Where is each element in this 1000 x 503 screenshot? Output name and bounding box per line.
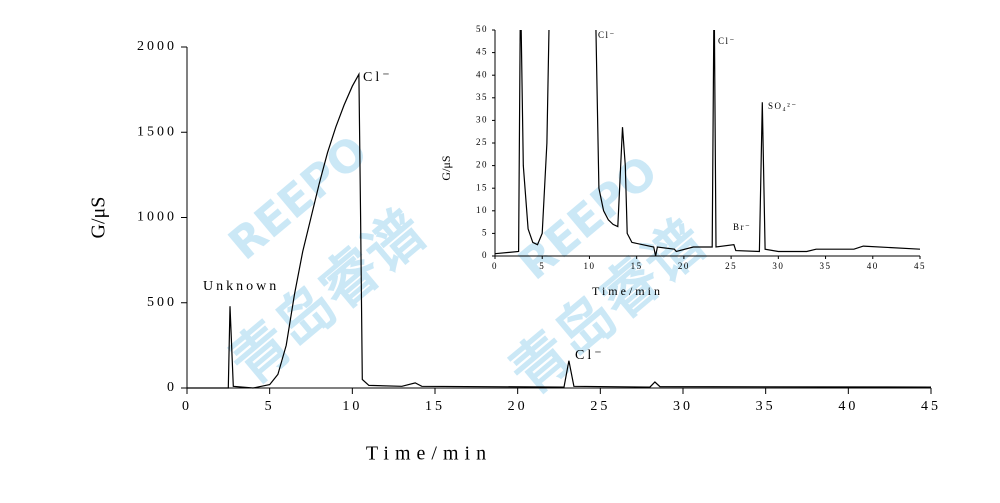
y-tick-label: 1000: [137, 210, 177, 225]
x-tick-label: 15: [631, 261, 643, 271]
y-tick-label: 10: [476, 205, 488, 215]
y-tick-label: 35: [476, 92, 488, 102]
y-tick-label: 40: [476, 69, 488, 79]
x-tick-label: 40: [838, 399, 858, 414]
y-tick-label: 30: [476, 114, 488, 124]
x-tick-label: 30: [772, 261, 784, 271]
y-tick-label: 5: [482, 227, 488, 237]
x-tick-label: 20: [678, 261, 690, 271]
trace: [495, 30, 921, 257]
watermarks: REEPO 青岛睿谱 REEPO 青岛睿谱: [217, 126, 718, 408]
x-tick-label: 45: [914, 261, 926, 271]
x-tick-label: 20: [508, 399, 528, 414]
x-axis-label: Time/min: [366, 443, 492, 465]
trace: [187, 72, 932, 389]
x-tick-label: 5: [539, 261, 545, 271]
peak-label: Cl⁻: [363, 70, 393, 85]
x-tick-label: 30: [673, 399, 693, 414]
x-tick-label: 25: [725, 261, 737, 271]
x-tick-label: 45: [921, 399, 941, 414]
x-tick-label: 15: [425, 399, 445, 414]
y-tick-label: 2000: [137, 39, 177, 54]
x-tick-label: 35: [820, 261, 832, 271]
x-tick-label: 0: [492, 261, 498, 271]
y-axis-label: G/μS: [88, 197, 110, 239]
peak-label: Cl⁻: [598, 30, 616, 40]
x-tick-label: 0: [182, 399, 192, 414]
y-tick-label: 20: [476, 160, 488, 170]
peak-label: Cl⁻: [575, 348, 605, 363]
peak-label: Br⁻: [733, 222, 751, 232]
x-tick-label: 25: [590, 399, 610, 414]
y-axis-label: G/μS: [439, 155, 453, 180]
x-tick-label: 40: [867, 261, 879, 271]
peak-label: SO₄²⁻: [768, 101, 798, 111]
y-tick-label: 0: [482, 250, 488, 260]
y-tick-label: 25: [476, 137, 488, 147]
y-tick-label: 45: [476, 47, 488, 57]
x-axis-label: Time/min: [592, 284, 663, 298]
x-tick-label: 10: [583, 261, 595, 271]
y-tick-label: 1500: [137, 124, 177, 139]
x-tick-label: 5: [265, 399, 275, 414]
y-tick-label: 15: [476, 182, 488, 192]
y-tick-label: 50: [476, 24, 488, 34]
y-tick-label: 500: [147, 295, 177, 310]
x-tick-label: 35: [756, 399, 776, 414]
x-tick-label: 10: [342, 399, 362, 414]
peak-label: Cl⁻: [718, 36, 736, 46]
peak-label: Unknown: [203, 279, 279, 294]
y-tick-label: 0: [167, 380, 177, 395]
